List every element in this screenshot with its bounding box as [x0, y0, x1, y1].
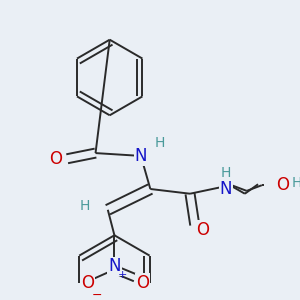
Text: O: O — [49, 150, 62, 168]
Text: O: O — [276, 176, 289, 194]
Text: H: H — [221, 166, 231, 180]
Text: H: H — [292, 176, 300, 190]
Text: N: N — [108, 257, 121, 275]
Text: N: N — [135, 147, 147, 165]
Text: O: O — [136, 274, 149, 292]
Text: H: H — [80, 199, 90, 213]
Text: +: + — [118, 270, 128, 280]
Text: N: N — [220, 180, 232, 198]
Text: O: O — [196, 220, 209, 238]
Text: H: H — [154, 136, 165, 150]
Text: −: − — [92, 289, 103, 300]
Text: O: O — [82, 274, 94, 292]
